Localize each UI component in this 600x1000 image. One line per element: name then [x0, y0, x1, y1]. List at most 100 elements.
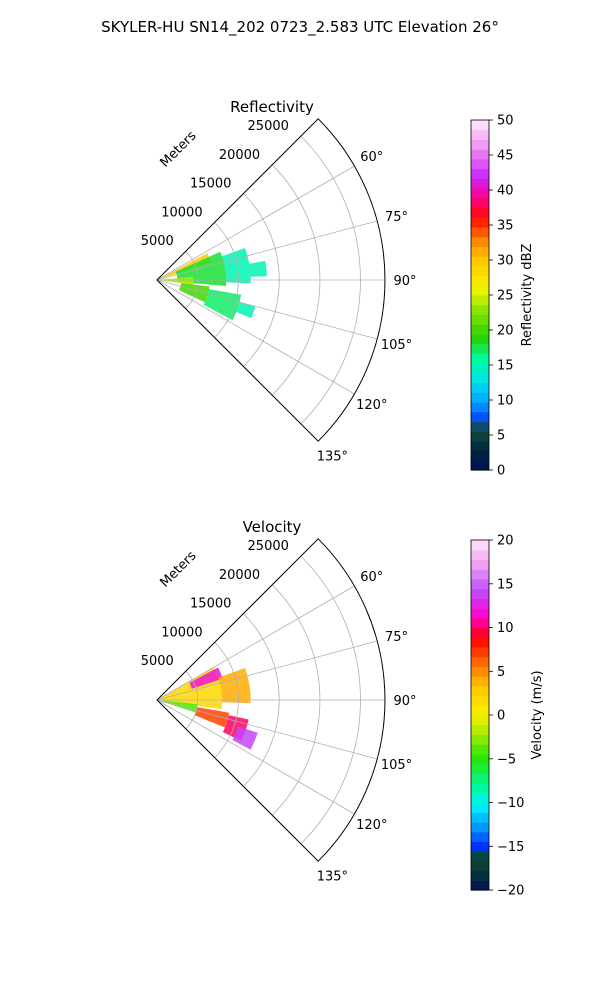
- colorbar-tick-label: 15: [497, 359, 514, 374]
- azimuth-gridline: [156, 279, 378, 340]
- colorbar-band: [471, 724, 489, 736]
- colorbar-band: [471, 734, 489, 745]
- colorbar-band: [471, 382, 489, 393]
- colorbar-band: [471, 617, 489, 629]
- colorbar-tick-label: 10: [497, 621, 514, 636]
- radial-tick-label: 25000: [248, 539, 289, 554]
- colorbar-band: [471, 168, 489, 179]
- radial-tick-label: 20000: [219, 568, 260, 583]
- azimuth-tick-label: 75°: [385, 210, 408, 225]
- velocity-polar-grid: [156, 538, 386, 862]
- colorbar-tick-label: 25: [497, 289, 514, 304]
- colorbar-tick-label: 20: [497, 324, 514, 339]
- colorbar-band: [471, 149, 489, 160]
- colorbar-band: [471, 333, 489, 345]
- colorbar-band: [471, 831, 489, 842]
- colorbar-band: [471, 578, 489, 590]
- colorbar-band: [471, 421, 489, 432]
- azimuth-gridline: [156, 699, 355, 815]
- colorbar-band: [471, 207, 489, 218]
- colorbar-band: [471, 646, 489, 658]
- colorbar-tick-label: 5: [497, 429, 505, 444]
- reflectivity-title: Reflectivity: [230, 98, 314, 116]
- colorbar-band: [471, 431, 489, 442]
- colorbar-band: [471, 120, 489, 131]
- echo-region: [232, 726, 258, 750]
- azimuth-gridline: [156, 220, 378, 281]
- colorbar-band: [471, 880, 489, 891]
- azimuth-tick-label: 120°: [356, 818, 387, 833]
- azimuth-tick-label: 135°: [317, 869, 348, 884]
- colorbar-band: [471, 158, 489, 170]
- colorbar-band: [471, 178, 489, 189]
- velocity-radial-axis-label: Meters: [158, 548, 200, 590]
- colorbar-band: [471, 363, 489, 374]
- colorbar-band: [471, 666, 489, 677]
- velocity-panel: Velocity 60° 75° 90° 105° 120° 135° 5000 10000 1…: [141, 518, 417, 884]
- azimuth-gridline: [156, 640, 378, 701]
- sector-outline: [156, 118, 386, 442]
- colorbar-tick-label: −10: [497, 796, 524, 811]
- reflectivity-colorbar-label: Reflectivity dBZ: [520, 244, 535, 347]
- radial-tick-label: 10000: [161, 205, 202, 220]
- velocity-colorbar-bands: −20 −15 −10 −5 0 5 10 15 20: [470, 534, 524, 899]
- azimuth-tick-label: 60°: [360, 570, 383, 585]
- reflectivity-radial-axis-label: Meters: [158, 128, 200, 170]
- echo-region: [222, 248, 251, 284]
- colorbar-band: [471, 411, 489, 422]
- colorbar-band: [471, 753, 489, 765]
- echo-region: [249, 260, 267, 277]
- echo-region: [161, 276, 194, 285]
- colorbar-band: [471, 870, 489, 881]
- colorbar-band: [471, 608, 489, 619]
- azimuth-tick-label: 120°: [356, 398, 387, 413]
- colorbar-band: [471, 792, 489, 804]
- colorbar-band: [471, 569, 489, 580]
- colorbar-band: [471, 129, 489, 141]
- colorbar-band: [471, 295, 489, 306]
- colorbar-band: [471, 598, 489, 609]
- colorbar-band: [471, 705, 489, 716]
- reflectivity-colorbar: 0 5 10 15 20 25 30 35 40 45 50 Reflectivity dBZ: [470, 114, 535, 479]
- colorbar-band: [471, 197, 489, 209]
- radial-tick-label: 25000: [248, 119, 289, 134]
- colorbar-band: [471, 559, 489, 570]
- echo-region: [236, 302, 256, 319]
- radial-tick-label: 5000: [141, 234, 174, 249]
- colorbar-band: [471, 314, 489, 325]
- colorbar-tick-label: 15: [497, 577, 514, 592]
- colorbar-band: [471, 695, 489, 706]
- radial-tick-label: 20000: [219, 148, 260, 163]
- colorbar-tick-label: −20: [497, 884, 524, 899]
- radial-tick-label: 10000: [161, 625, 202, 640]
- colorbar-tick-label: 30: [497, 254, 514, 269]
- colorbar-band: [471, 841, 489, 852]
- colorbar-tick-label: 35: [497, 219, 514, 234]
- azimuth-tick-label: 105°: [381, 758, 412, 773]
- colorbar-band: [471, 401, 489, 413]
- azimuth-gridline: [156, 699, 378, 760]
- echo-region: [189, 667, 223, 689]
- colorbar-band: [471, 627, 489, 638]
- colorbar-band: [471, 851, 489, 862]
- azimuth-gridline: [156, 165, 355, 281]
- colorbar-band: [471, 236, 489, 247]
- echo-region: [218, 668, 251, 704]
- colorbar-band: [471, 139, 489, 150]
- velocity-colorbar: −20 −15 −10 −5 0 5 10 15 20 Velocity (m/s): [470, 534, 545, 899]
- colorbar-band: [471, 860, 489, 872]
- radial-tick-label: 15000: [190, 177, 231, 192]
- colorbar-band: [471, 188, 489, 199]
- colorbar-band: [471, 256, 489, 267]
- reflectivity-echo-layer: [161, 248, 267, 321]
- colorbar-band: [471, 392, 489, 403]
- reflectivity-panel: Reflectivity 60° 75° 90° 105° 120° 135° 5000 10…: [141, 98, 417, 464]
- colorbar-band: [471, 588, 489, 599]
- colorbar-band: [471, 540, 489, 551]
- azimuth-gridline: [156, 585, 355, 701]
- colorbar-band: [471, 285, 489, 296]
- velocity-colorbar-label: Velocity (m/s): [530, 670, 545, 759]
- colorbar-band: [471, 226, 489, 238]
- figure-title: SKYLER-HU SN14_202 0723_2.583 UTC Elevat…: [101, 18, 499, 37]
